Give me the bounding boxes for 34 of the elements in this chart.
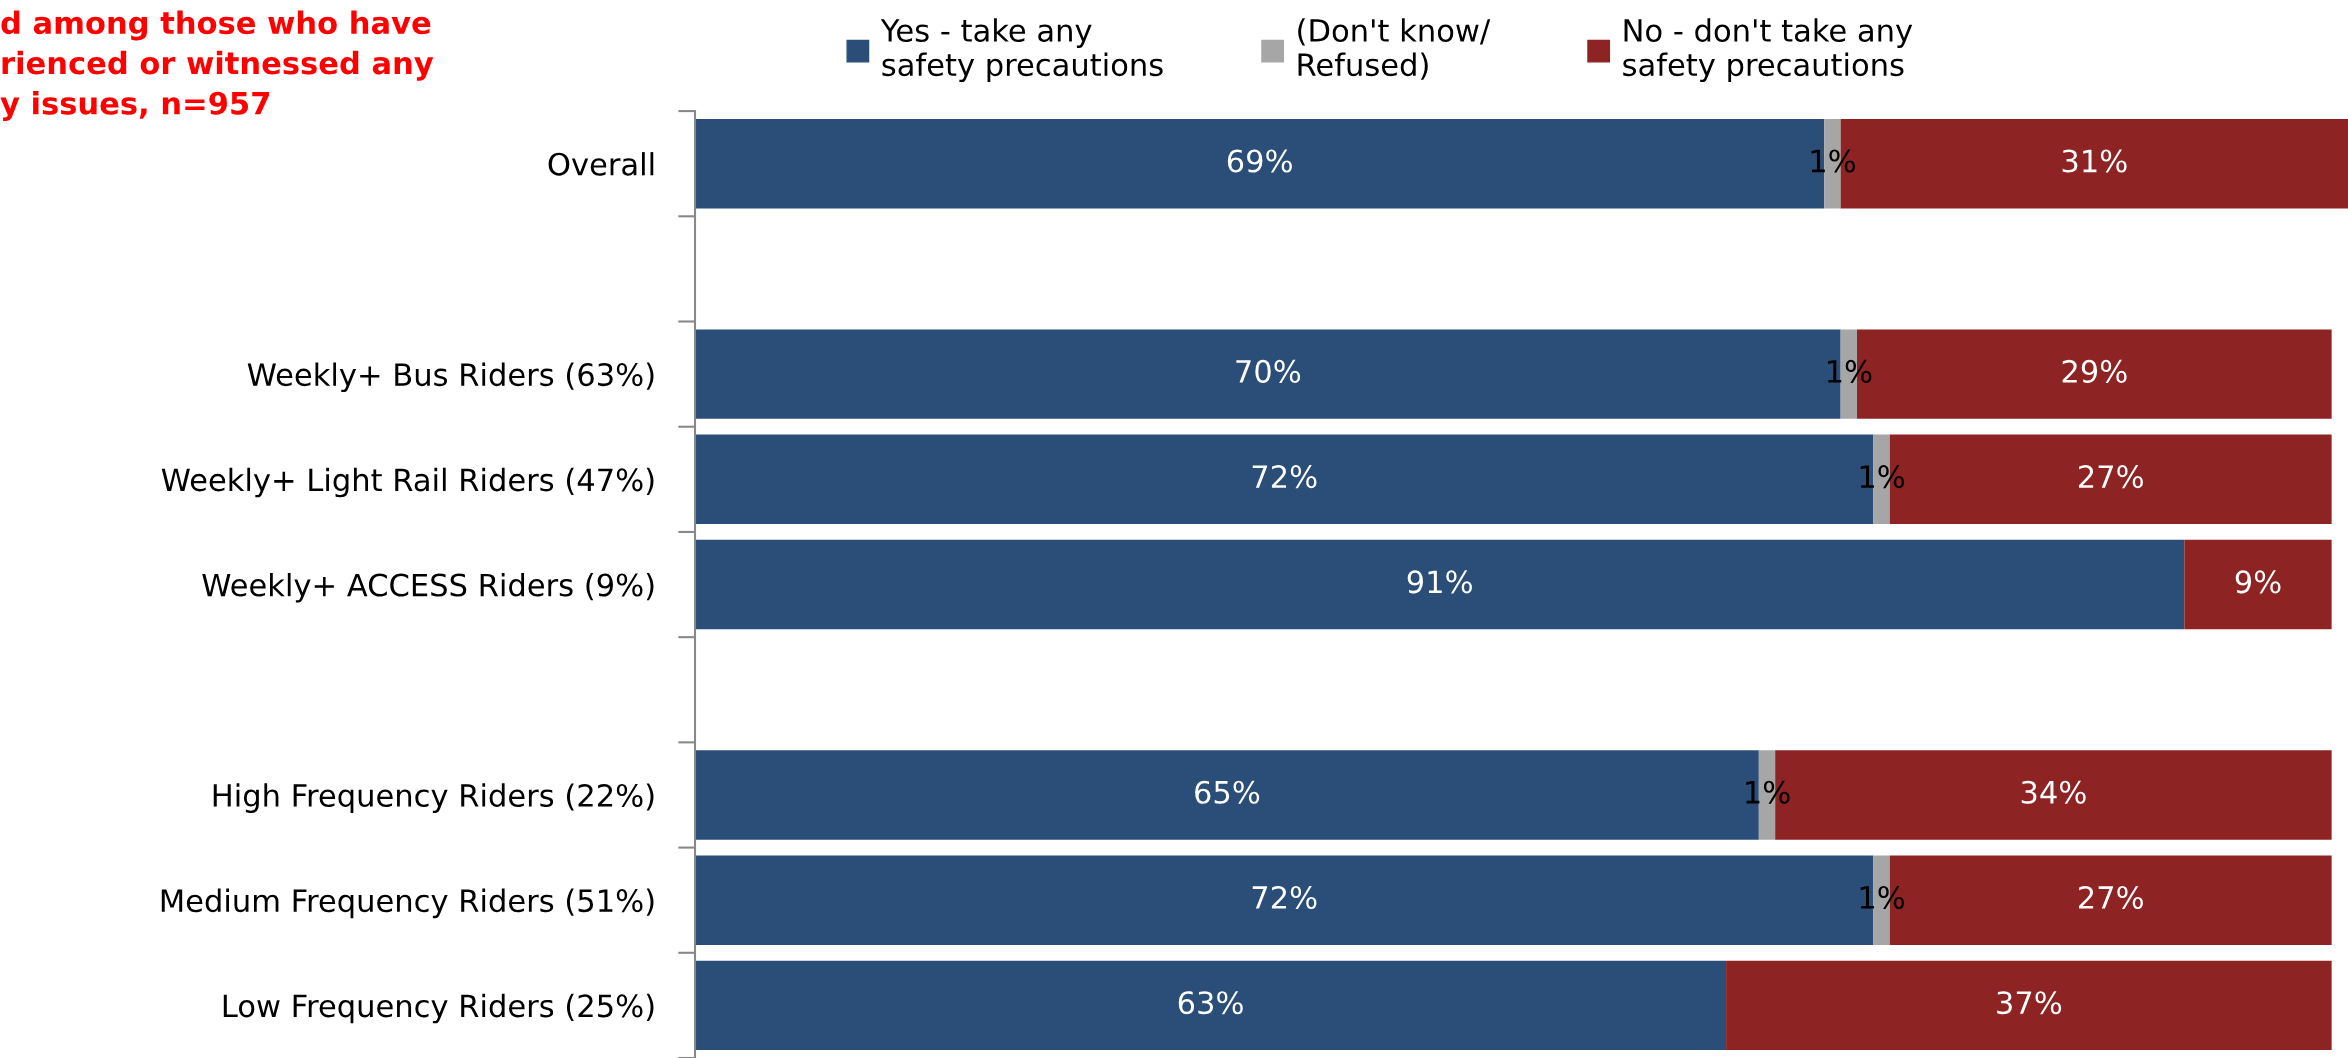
y-tick-label: Weekly+ ACCESS Riders (9%) (202, 572, 654, 603)
data-label: 1% (1860, 885, 1905, 910)
data-label: 91% (1407, 570, 1472, 594)
data-label: 1% (1860, 465, 1905, 489)
data-label: 37% (1997, 991, 2062, 1015)
data-label: 27% (2078, 885, 2143, 910)
bar (1726, 960, 2332, 1051)
data-label: 69% (1227, 149, 1292, 173)
data-label: 1% (1746, 780, 1790, 804)
legend-label: No - don't take any safety precautions (1623, 18, 1913, 83)
y-tick-label: Weekly+ Bus Riders (63%) (247, 362, 654, 393)
y-tick-label: Medium Frequency Riders (51%) (161, 888, 654, 919)
data-label: 72% (1252, 885, 1317, 910)
legend-label: (Don't know/ Refused) (1298, 18, 1491, 80)
bar (695, 539, 2185, 630)
y-tick-label: High Frequency Riders (22%) (213, 783, 654, 813)
bar (695, 960, 1727, 1051)
data-label: 63% (1178, 991, 1243, 1015)
legend-label: Yes - take any safety precautions (880, 18, 1163, 83)
bar (2184, 539, 2332, 630)
data-label: 34% (2021, 780, 2086, 804)
y-tick-label: Low Frequency Riders (25%) (223, 993, 654, 1024)
data-label: 70% (1236, 359, 1301, 383)
data-label: 1% (1811, 149, 1856, 173)
data-label: 9% (2235, 570, 2281, 594)
data-label: 27% (2078, 465, 2143, 489)
data-label: 65% (1195, 780, 1260, 804)
data-label: 29% (2062, 359, 2127, 383)
text: d among those who have rienced or witnessed any y issues, n=957 (0, 10, 434, 121)
data-label: 31% (2062, 149, 2127, 173)
data-label: 72% (1252, 465, 1317, 489)
y-tick-label: Overall (548, 152, 654, 176)
data-label: 1% (1827, 359, 1872, 383)
y-tick-label: Weekly+ Light Rail Riders (47%) (161, 467, 654, 498)
